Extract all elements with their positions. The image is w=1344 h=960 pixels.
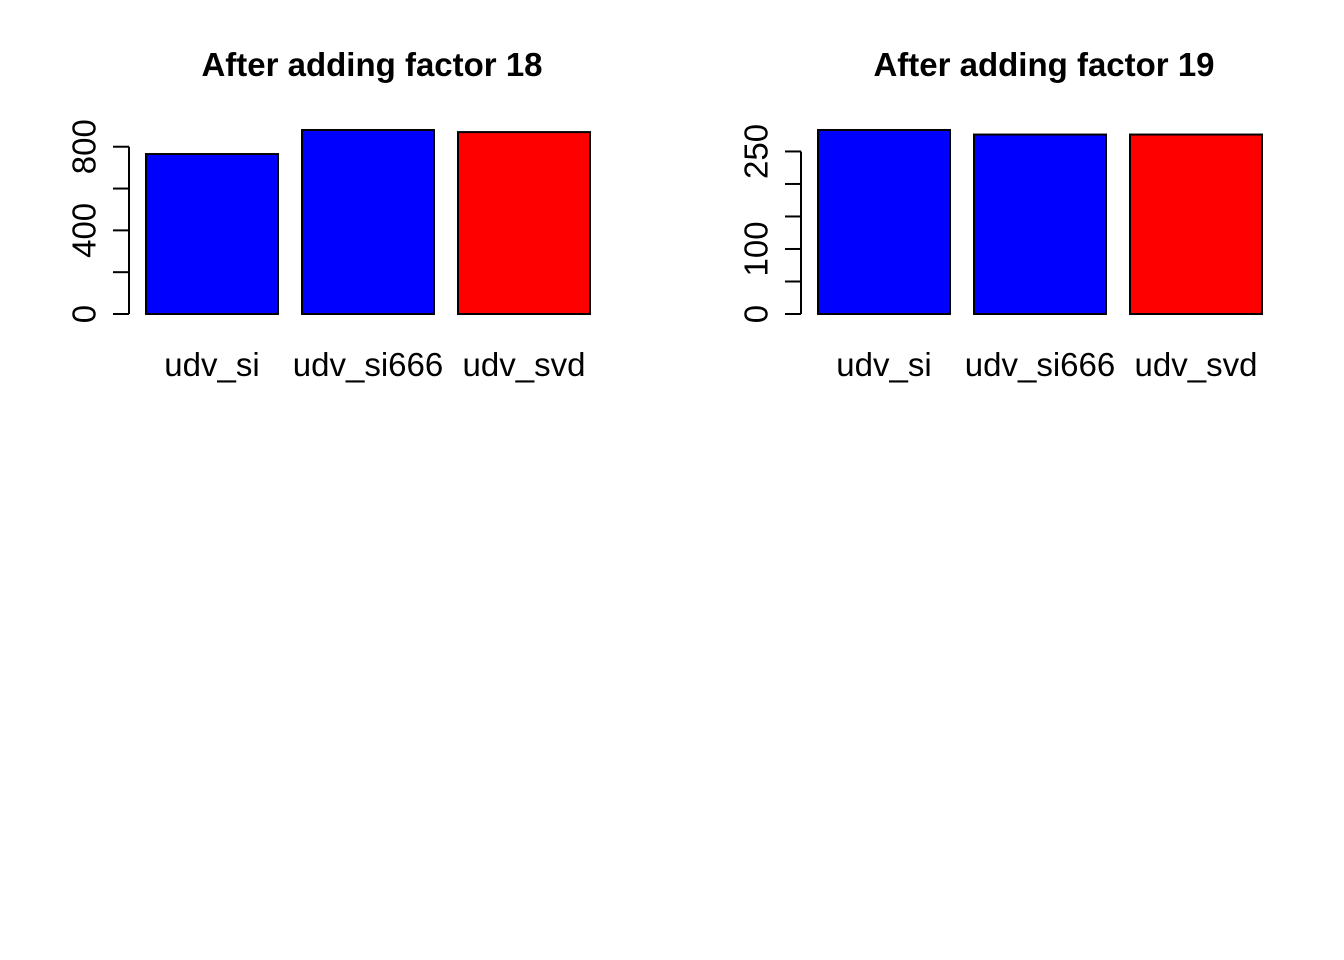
x-category-label: udv_si bbox=[836, 346, 931, 383]
x-category-label: udv_svd bbox=[1135, 346, 1258, 383]
y-tick-label: 250 bbox=[738, 124, 775, 179]
x-category-label: udv_si bbox=[164, 346, 259, 383]
bar-udv_si666 bbox=[301, 129, 435, 315]
barplot-svg-factor-18: After adding factor 18 0 400 800 udv_si udv_s… bbox=[66, 46, 591, 383]
barplot-panel-factor-19: After adding factor 19 0 100 250 udv_si udv_s… bbox=[672, 0, 1344, 430]
panel-row: After adding factor 18 0 400 800 udv_si udv_s… bbox=[0, 0, 1344, 430]
chart-title: After adding factor 19 bbox=[873, 46, 1214, 83]
bar-udv_si666 bbox=[973, 133, 1107, 315]
bar-udv_svd bbox=[1129, 133, 1263, 315]
x-category-label: udv_svd bbox=[463, 346, 586, 383]
bar-udv_si bbox=[817, 129, 951, 315]
y-tick-label: 400 bbox=[66, 203, 103, 258]
bar-udv_si bbox=[145, 153, 279, 315]
barplot-panel-factor-18: After adding factor 18 0 400 800 udv_si udv_s… bbox=[0, 0, 672, 430]
y-tick-label: 800 bbox=[66, 119, 103, 174]
x-category-label: udv_si666 bbox=[965, 346, 1115, 383]
barplot-svg-factor-19: After adding factor 19 0 100 250 udv_si udv_s… bbox=[738, 46, 1263, 383]
y-tick-label: 0 bbox=[738, 305, 775, 323]
y-tick-label: 100 bbox=[738, 221, 775, 276]
chart-title: After adding factor 18 bbox=[201, 46, 542, 83]
y-tick-label: 0 bbox=[66, 305, 103, 323]
bar-udv_svd bbox=[457, 131, 591, 315]
x-category-label: udv_si666 bbox=[293, 346, 443, 383]
